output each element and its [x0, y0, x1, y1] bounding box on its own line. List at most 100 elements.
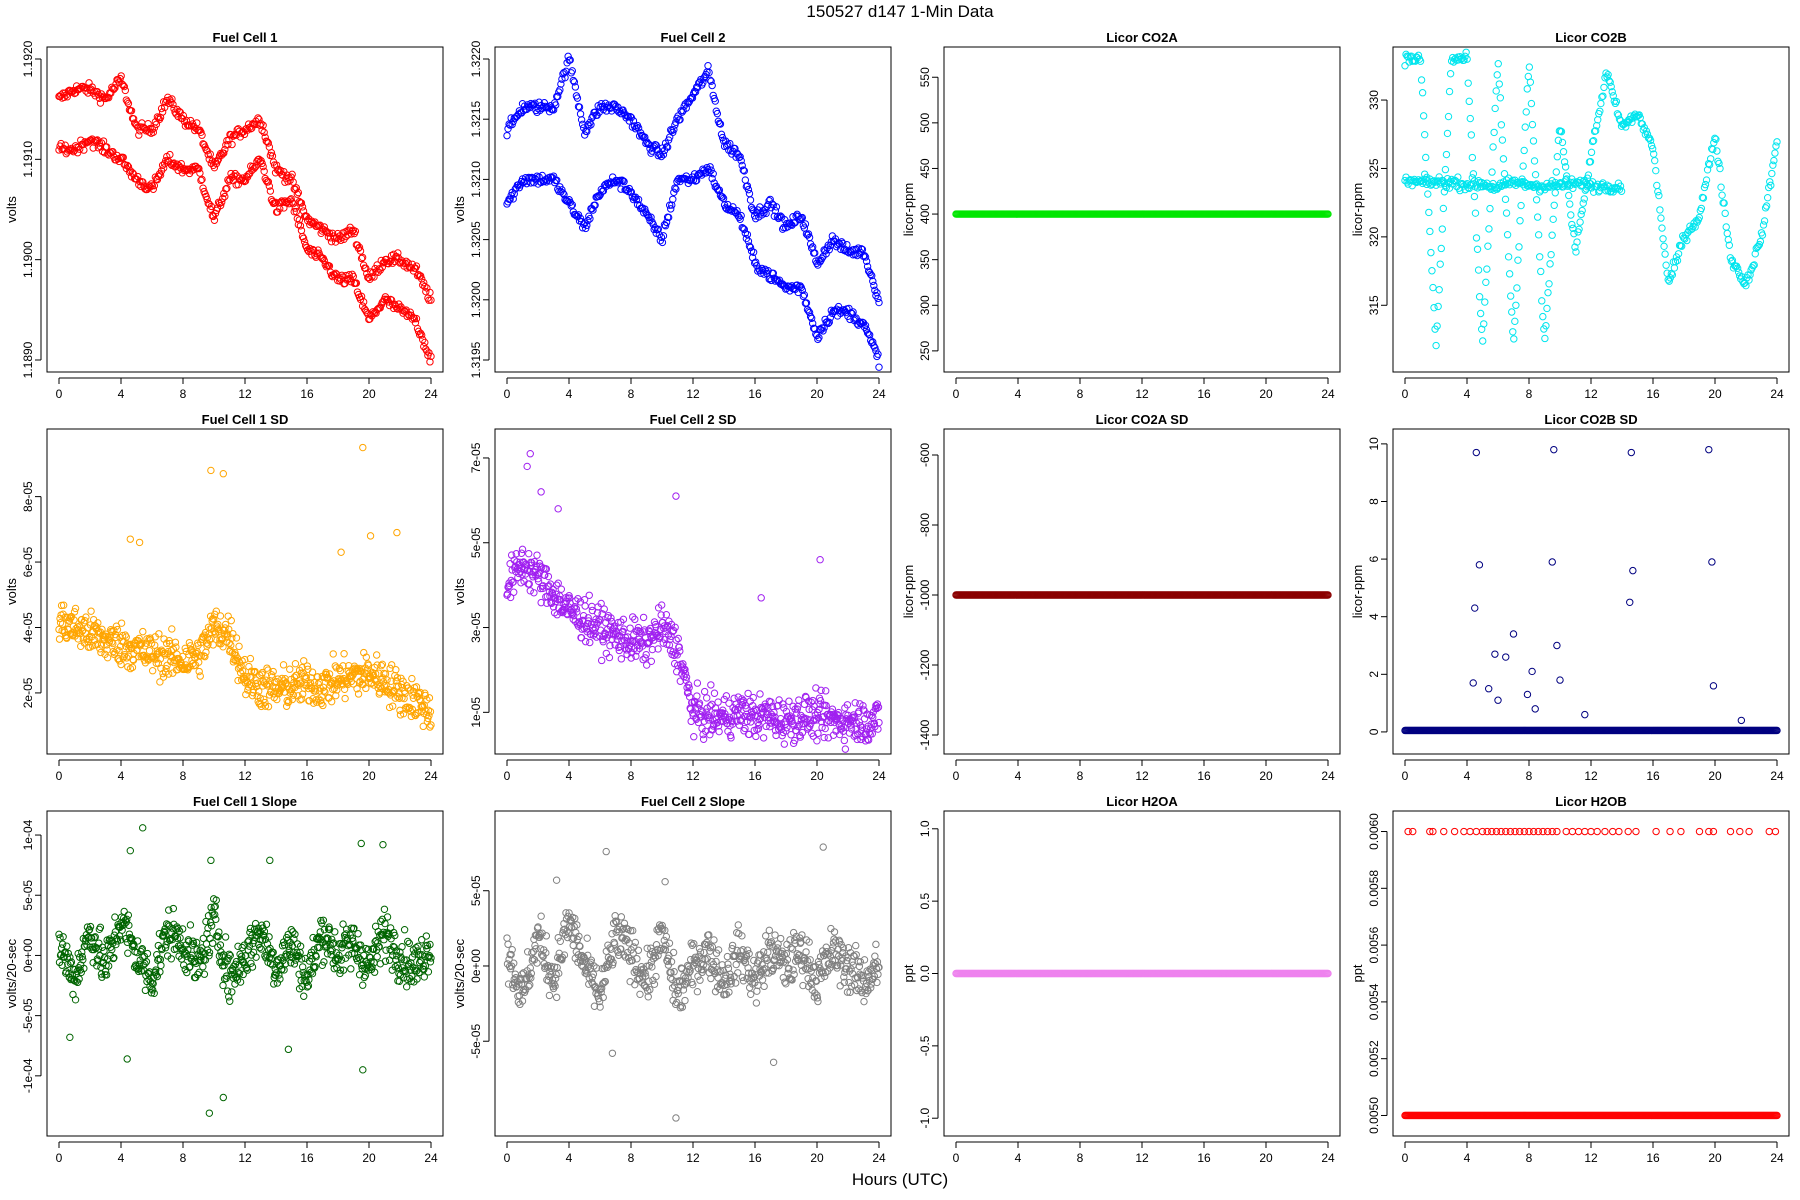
data-point: [1731, 0, 1737, 3]
points-group: [503, 52, 883, 371]
data-point: [171, 638, 180, 647]
data-point: [691, 88, 700, 96]
data-point: [518, 99, 527, 108]
data-point: [251, 667, 259, 676]
data-point: [285, 697, 293, 705]
data-point: [111, 84, 119, 92]
data-point: [264, 702, 273, 711]
data-point: [600, 605, 608, 613]
data-point: [1419, 112, 1428, 120]
data-point: [1674, 250, 1683, 258]
data-point: [392, 666, 400, 674]
data-point: [565, 594, 574, 602]
data-point: [308, 668, 317, 676]
data-point: [1762, 202, 1771, 210]
data-point: [1599, 179, 1607, 187]
data-point: [776, 212, 785, 220]
data-point: [707, 681, 715, 689]
data-point: [539, 582, 547, 590]
data-point: [201, 628, 210, 637]
data-point: [353, 241, 362, 249]
data-point: [1562, 175, 1571, 183]
data-point: [320, 223, 328, 231]
data-point: [1638, 0, 1644, 3]
data-point: [1474, 266, 1483, 274]
data-point: [662, 623, 670, 632]
data-point: [63, 93, 71, 101]
data-point: [620, 177, 628, 186]
data-point: [205, 635, 214, 644]
data-point: [1751, 0, 1757, 3]
data-point: [89, 615, 98, 624]
data-point: [110, 626, 118, 635]
data-point: [746, 718, 755, 726]
data-point: [1575, 225, 1583, 234]
data-point: [325, 694, 333, 702]
data-point: [597, 599, 605, 608]
data-point: [238, 667, 247, 675]
data-point: [1597, 99, 1605, 108]
data-point: [681, 665, 689, 674]
data-point: [425, 296, 433, 304]
data-point: [197, 176, 205, 185]
data-point: [1670, 0, 1676, 3]
data-point: [1693, 0, 1699, 3]
data-point: [1707, 0, 1713, 3]
data-point: [94, 619, 102, 627]
data-point: [56, 619, 65, 627]
data-point: [1644, 0, 1650, 3]
data-point: [623, 112, 631, 120]
data-point: [1640, 0, 1646, 3]
data-point: [122, 633, 130, 641]
data-point: [629, 613, 637, 621]
data-point: [1499, 155, 1508, 163]
data-point: [1726, 0, 1732, 3]
data-point: [58, 620, 67, 628]
data-point: [1463, 55, 1471, 63]
data-point: [777, 720, 785, 728]
data-point: [378, 660, 387, 669]
data-point: [115, 646, 123, 655]
data-point: [627, 654, 635, 662]
data-point: [1625, 0, 1631, 3]
data-point: [800, 291, 809, 299]
x-tick-label: 24: [1321, 769, 1335, 783]
data-point: [755, 721, 763, 729]
data-point: [707, 77, 715, 85]
data-point: [1538, 297, 1546, 305]
data-point: [1759, 0, 1765, 3]
x-tick-label: 8: [1077, 769, 1084, 783]
data-point: [426, 358, 434, 366]
data-point: [813, 331, 821, 340]
data-point: [1563, 182, 1572, 190]
y-tick-label: 8: [1367, 498, 1381, 505]
data-point: [645, 638, 653, 646]
data-point: [568, 67, 576, 75]
data-point: [1761, 204, 1770, 212]
data-point: [426, 288, 434, 297]
data-point: [1665, 277, 1673, 285]
data-point: [576, 110, 585, 118]
data-point: [1514, 256, 1522, 264]
data-point: [112, 633, 120, 642]
data-point: [740, 167, 748, 175]
data-point: [1721, 0, 1727, 3]
data-point: [374, 268, 382, 276]
data-point: [552, 590, 560, 599]
data-point: [1667, 0, 1673, 3]
data-point: [164, 670, 173, 678]
y-axis-label: volts: [452, 196, 467, 223]
data-point: [785, 697, 793, 705]
data-point: [1649, 0, 1655, 3]
data-point: [708, 700, 716, 709]
data-point: [195, 667, 203, 676]
data-point: [235, 642, 243, 651]
data-point: [506, 195, 514, 203]
data-point: [345, 662, 353, 670]
data-point: [294, 188, 303, 197]
data-point: [308, 251, 316, 259]
data-point: [1766, 0, 1772, 3]
data-point: [156, 678, 164, 686]
data-point: [155, 648, 164, 656]
data-point: [800, 224, 809, 232]
